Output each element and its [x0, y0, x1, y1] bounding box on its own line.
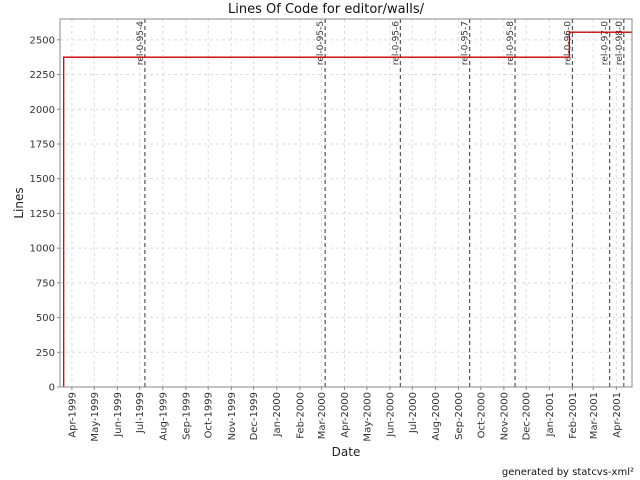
x-axis-ticks: Apr-1999 May-1999 Jun-1999 Jul-1999 Aug-1999… — [67, 387, 623, 442]
y-tick-label: 2500 — [30, 35, 55, 46]
x-tick-label: Dec-1999 — [249, 392, 260, 440]
x-tick-label: Apr-1999 — [67, 392, 78, 438]
x-tick-label: Jun-1999 — [113, 392, 124, 438]
x-tick-label: Feb-2000 — [295, 392, 306, 439]
series-layer — [63, 31, 632, 387]
y-axis-label: Lines — [12, 187, 26, 218]
x-axis-label: Date — [332, 445, 361, 459]
y-tick-label: 250 — [36, 348, 55, 359]
release-marker-label: rel-0-95-4 — [136, 21, 146, 65]
x-tick-label: Feb-2001 — [568, 392, 579, 439]
generator-credit: generated by statcvs-xml² — [502, 467, 634, 478]
x-tick-label: Dec-2000 — [522, 392, 533, 440]
x-tick-label: Oct-2000 — [476, 392, 487, 438]
release-marker-label: rel-0-95-5 — [316, 21, 326, 65]
release-marker-label: rel-0-97-0 — [601, 21, 611, 65]
x-tick-label: Nov-2000 — [499, 392, 510, 440]
y-tick-label: 1750 — [30, 139, 55, 150]
y-tick-label: 0 — [49, 383, 55, 394]
x-tick-label: May-1999 — [90, 392, 101, 442]
y-tick-label: 1500 — [30, 174, 55, 185]
x-tick-label: Jun-2000 — [385, 392, 396, 438]
x-tick-label: Mar-2000 — [317, 392, 328, 439]
x-tick-label: Apr-2001 — [612, 392, 623, 438]
y-tick-label: 500 — [36, 313, 55, 324]
x-tick-label: Sep-1999 — [181, 392, 192, 440]
chart-title: Lines Of Code for editor/walls/ — [228, 2, 425, 17]
x-tick-label: Sep-2000 — [454, 392, 465, 440]
x-tick-label: Jul-1999 — [135, 392, 146, 434]
x-tick-label: Apr-2000 — [340, 392, 351, 438]
x-tick-label: Nov-1999 — [227, 392, 238, 440]
gridlines — [60, 19, 632, 388]
y-tick-label: 2250 — [30, 70, 55, 81]
release-marker-label: rel-0-95-6 — [391, 21, 401, 65]
release-marker-label: rel-0-96-0 — [563, 21, 573, 65]
x-tick-label: Aug-1999 — [158, 392, 169, 441]
loc-series-line — [63, 31, 632, 387]
y-tick-label: 1250 — [30, 209, 55, 220]
x-tick-label: Oct-1999 — [204, 392, 215, 438]
x-tick-label: Jul-2000 — [408, 392, 419, 434]
x-tick-label: May-2000 — [362, 392, 373, 442]
plot-frame — [59, 18, 633, 388]
y-axis-ticks: 0 250 500 750 1000 1250 1500 1750 2000 2250 2500 — [30, 35, 60, 394]
release-marker-label: rel-0-95-7 — [461, 21, 471, 65]
x-tick-label: Jan-2001 — [545, 392, 556, 437]
y-tick-label: 2000 — [30, 105, 55, 116]
x-tick-label: Mar-2001 — [589, 392, 600, 439]
release-marker-label: rel-0-95-8 — [506, 21, 516, 65]
y-tick-label: 1000 — [30, 244, 55, 255]
release-markers: rel-0-95-4 rel-0-95-5 rel-0-95-6 rel-0-95-7… — [136, 19, 625, 387]
x-tick-label: Aug-2000 — [431, 392, 442, 441]
release-marker-label: rel-0-98-0 — [615, 21, 625, 65]
x-tick-label: Jan-2000 — [272, 392, 283, 437]
y-tick-label: 750 — [36, 278, 55, 289]
